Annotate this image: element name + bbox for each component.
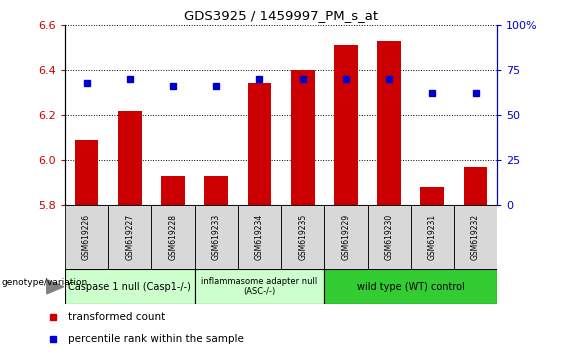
Text: inflammasome adapter null
(ASC-/-): inflammasome adapter null (ASC-/-) — [201, 277, 318, 296]
Bar — [324, 205, 368, 269]
Text: Caspase 1 null (Casp1-/-): Caspase 1 null (Casp1-/-) — [68, 282, 191, 292]
Bar — [205, 176, 228, 205]
Bar — [411, 205, 454, 269]
Bar — [118, 110, 142, 205]
Bar — [291, 70, 315, 205]
Text: GSM619234: GSM619234 — [255, 214, 264, 260]
Bar — [247, 84, 271, 205]
Text: percentile rank within the sample: percentile rank within the sample — [68, 334, 244, 344]
Bar — [377, 41, 401, 205]
Text: GSM619230: GSM619230 — [385, 214, 394, 260]
Bar — [464, 167, 488, 205]
Title: GDS3925 / 1459997_PM_s_at: GDS3925 / 1459997_PM_s_at — [184, 9, 378, 22]
Bar — [75, 140, 98, 205]
Text: transformed count: transformed count — [68, 312, 166, 322]
Text: genotype/variation: genotype/variation — [1, 278, 88, 287]
Bar — [161, 176, 185, 205]
Bar — [281, 205, 324, 269]
Bar — [194, 205, 238, 269]
Text: GSM619228: GSM619228 — [168, 214, 177, 260]
Text: GSM619232: GSM619232 — [471, 214, 480, 260]
Bar — [454, 205, 497, 269]
Bar — [367, 205, 411, 269]
Bar — [420, 187, 444, 205]
Bar — [324, 269, 497, 304]
Bar — [65, 205, 108, 269]
Text: GSM619233: GSM619233 — [212, 214, 221, 260]
Bar — [151, 205, 194, 269]
Bar — [65, 269, 194, 304]
Bar — [108, 205, 151, 269]
Text: GSM619226: GSM619226 — [82, 214, 91, 260]
Bar — [194, 269, 324, 304]
Polygon shape — [47, 280, 64, 294]
Text: GSM619227: GSM619227 — [125, 214, 134, 260]
Text: wild type (WT) control: wild type (WT) control — [357, 282, 464, 292]
Text: GSM619229: GSM619229 — [341, 214, 350, 260]
Text: GSM619235: GSM619235 — [298, 214, 307, 260]
Text: GSM619231: GSM619231 — [428, 214, 437, 260]
Bar — [334, 45, 358, 205]
Bar — [238, 205, 281, 269]
